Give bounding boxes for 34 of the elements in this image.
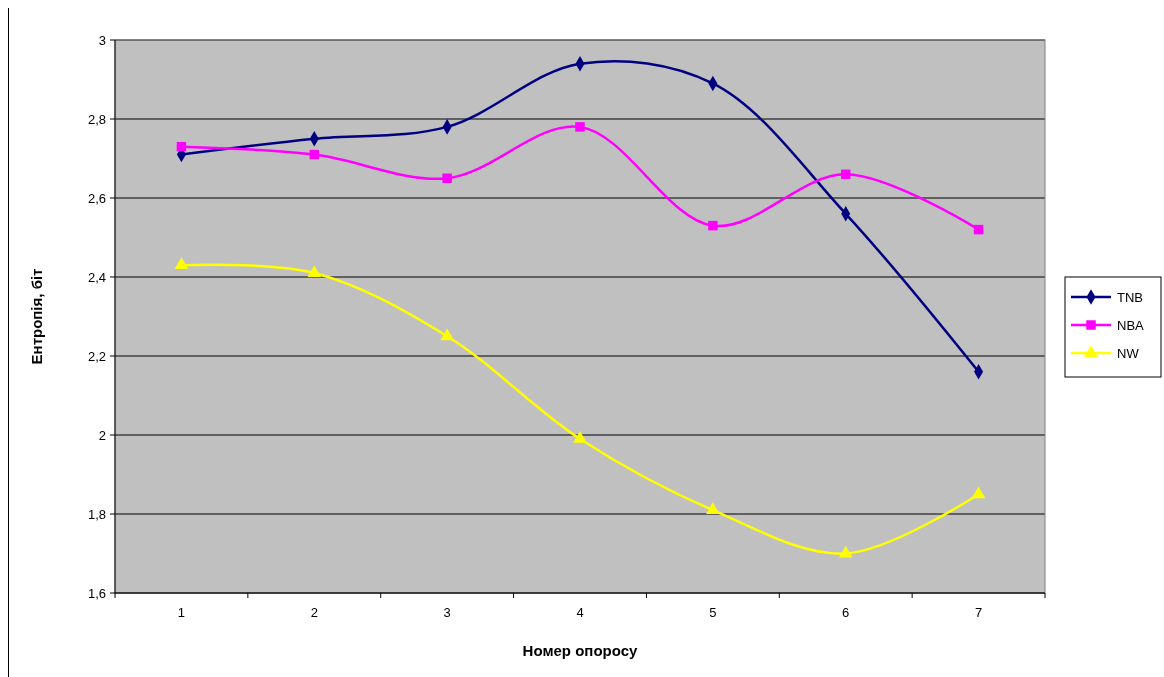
point: [706, 502, 720, 514]
point: [575, 122, 585, 132]
x-axis-title: Номер опоросу: [522, 642, 639, 659]
point: [971, 486, 986, 499]
x-tick-label: 3: [443, 605, 451, 620]
point: [442, 173, 452, 183]
y-tick-label: 2,8: [87, 111, 106, 127]
x-tick-label: 6: [842, 605, 850, 620]
y-tick-label: 2,4: [87, 269, 106, 285]
point: [840, 169, 851, 180]
y-tick-label: 1,6: [87, 585, 106, 601]
y-axis-title: Ентропія, біт: [28, 268, 45, 365]
point: [708, 220, 718, 231]
legend-label: TNB: [1117, 289, 1143, 305]
point: [309, 149, 320, 160]
y-tick-label: 1,8: [87, 506, 106, 522]
legend-label: NBA: [1117, 317, 1145, 333]
y-tick-label: 3: [98, 32, 106, 48]
y-tick-label: 2,2: [87, 348, 106, 364]
point: [973, 224, 984, 235]
x-tick-label: 1: [177, 605, 186, 620]
y-tick-label: 2,6: [87, 190, 106, 206]
y-tick-label: 2: [98, 427, 106, 443]
point: [838, 545, 853, 558]
x-tick-label: 7: [974, 605, 983, 620]
legend-label: NW: [1117, 345, 1140, 361]
point: [176, 141, 187, 152]
x-tick-label: 2: [310, 605, 318, 620]
point: [573, 431, 587, 443]
x-tick-label: 5: [709, 605, 717, 620]
point: [307, 265, 322, 277]
x-tick-label: 4: [576, 605, 584, 620]
point: [440, 328, 454, 341]
point: [174, 257, 189, 270]
